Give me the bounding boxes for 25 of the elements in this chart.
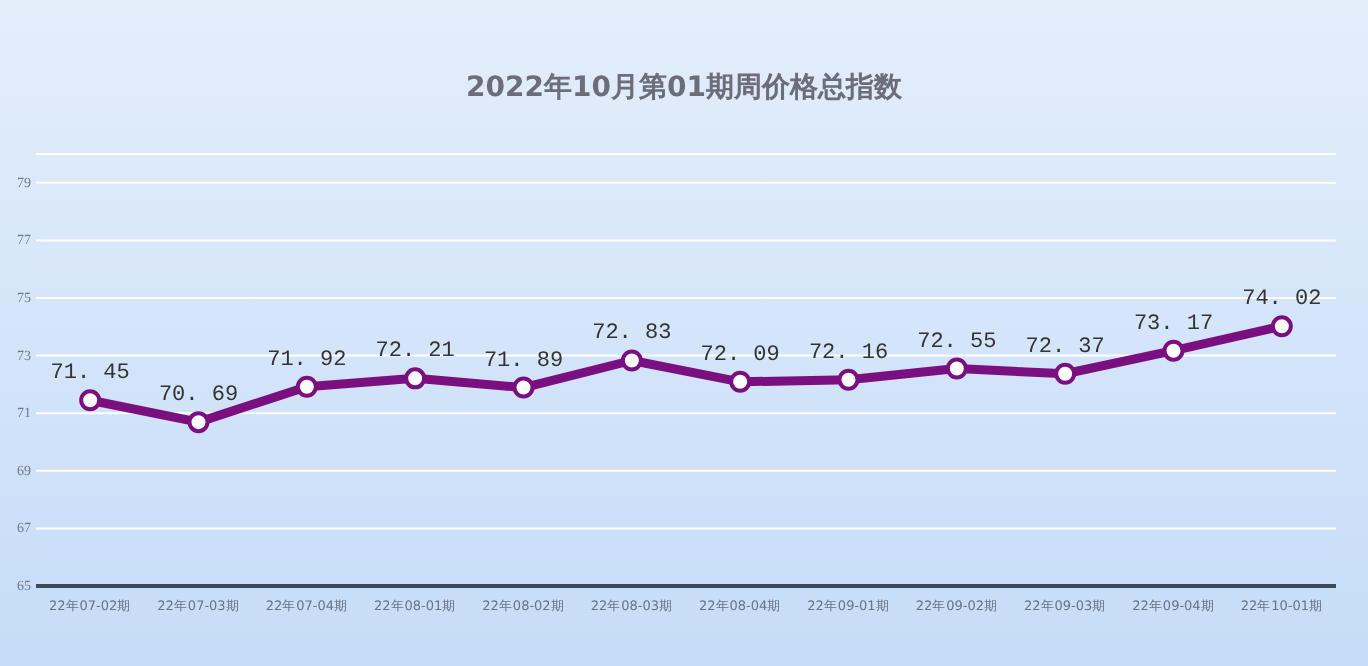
point (837, 368, 860, 391)
point (512, 376, 535, 399)
data-label: 72. 83 (592, 322, 672, 347)
data-label: 72. 16 (808, 341, 889, 366)
data-label: 71. 45 (50, 362, 130, 387)
data-label: 72. 55 (917, 330, 997, 355)
data-label: 74. 02 (1242, 288, 1322, 313)
point (79, 389, 102, 412)
data-label: 73. 17 (1133, 312, 1214, 337)
point (729, 370, 752, 393)
point (404, 367, 427, 390)
data-label: 70. 69 (158, 384, 239, 409)
data-label: 72. 09 (700, 343, 780, 368)
point (1162, 339, 1185, 362)
point (1270, 315, 1293, 338)
point (295, 375, 318, 398)
point (945, 357, 968, 380)
chart-title: 2022年10月第01期周价格总指数 (466, 72, 904, 104)
data-label: 71. 92 (267, 348, 347, 373)
data-label: 72. 21 (375, 340, 456, 365)
point (187, 411, 210, 434)
data-label: 71. 89 (483, 349, 564, 374)
point (620, 349, 643, 372)
data-label: 72. 37 (1025, 335, 1105, 360)
point (1054, 362, 1077, 385)
